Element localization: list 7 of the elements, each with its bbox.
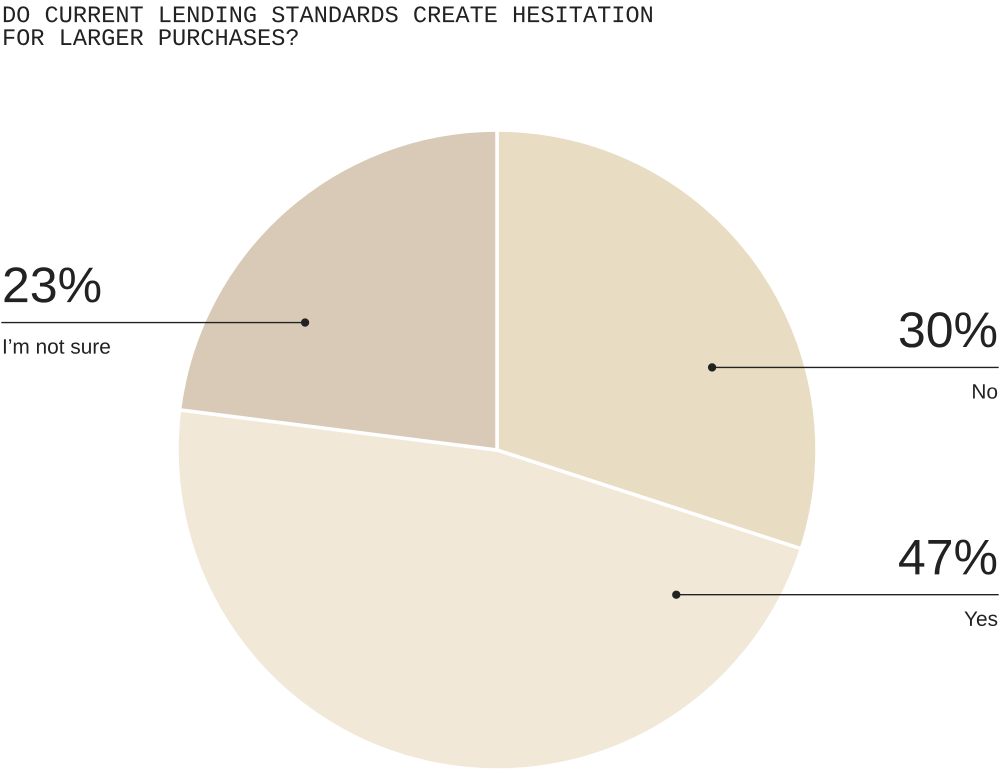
data-label: 47% <box>899 540 996 575</box>
slice-label: I’m not sure <box>4 339 110 354</box>
data-label: 30% <box>900 312 996 348</box>
chart-title: DO CURRENT LENDING STANDARDS CREATE HESITATION FOR LARGER PURCHASES? <box>4 6 652 46</box>
data-label: 23% <box>4 267 100 303</box>
slice-label: No <box>973 384 998 399</box>
slice-label: Yes <box>964 611 998 626</box>
